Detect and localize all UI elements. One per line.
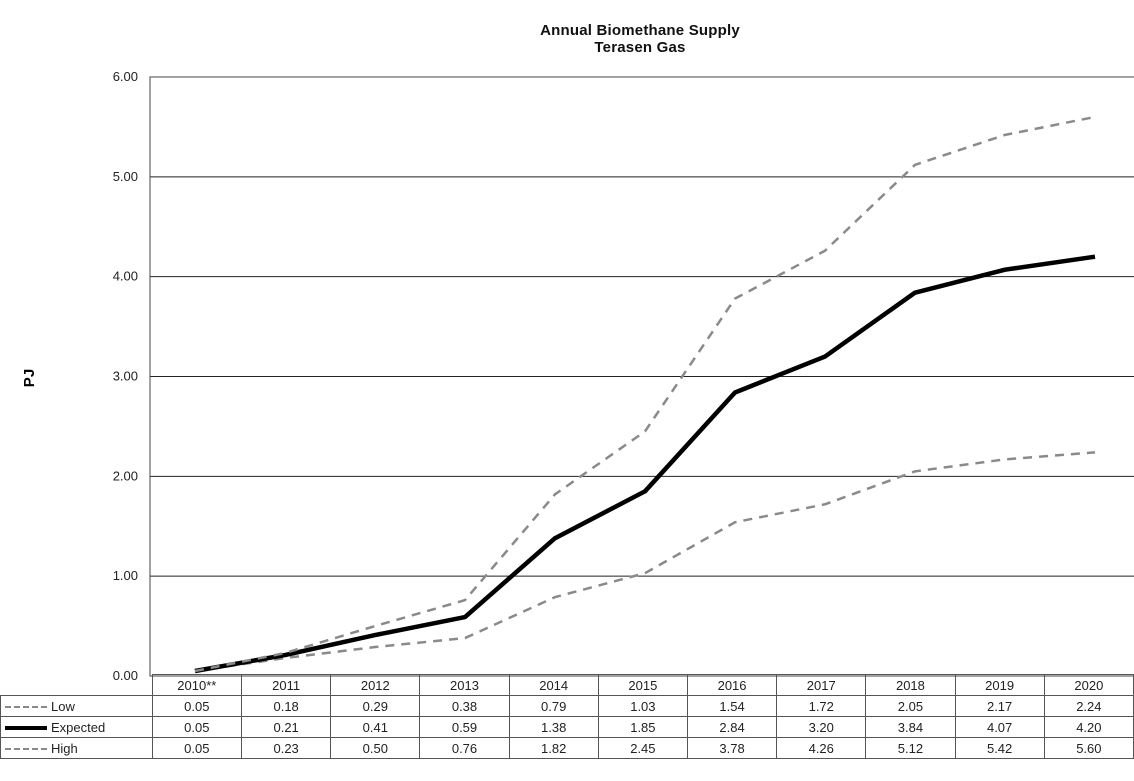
data-label: 1.38 — [508, 716, 599, 738]
x-tick-label: 2014 — [508, 674, 599, 696]
chart-title: Annual Biomethane Supply — [540, 22, 740, 39]
data-label: 2.24 — [1043, 695, 1134, 717]
data-table-row: Low 0.05 0.18 0.29 0.38 0.79 1.03 1.54 1.72 2.05 2… — [0, 695, 1134, 717]
legend-label: Expected — [51, 719, 106, 735]
y-tick-label: 5.00 — [113, 169, 138, 184]
x-tick-label: 2018 — [865, 674, 956, 696]
series-line-expected — [194, 254, 1096, 674]
data-label: 1.72 — [776, 695, 867, 717]
data-table-row: High 0.05 0.23 0.50 0.76 1.82 2.45 3.78 4.26 5.12… — [0, 737, 1134, 759]
y-axis-ticks: 0.00 1.00 2.00 3.00 4.00 5.00 6.00 — [113, 69, 138, 683]
data-table-row: Expected 0.05 0.21 0.41 0.59 1.38 1.85 2.84 3.20… — [0, 716, 1134, 738]
x-tick-label: 2011 — [241, 674, 332, 696]
legend-entry-expected: Expected — [0, 716, 153, 738]
legend-swatch — [5, 723, 47, 733]
data-label: 0.18 — [241, 695, 332, 717]
data-label: 0.38 — [419, 695, 510, 717]
data-label: 2.45 — [597, 737, 688, 759]
x-tick-label: 2020 — [1043, 674, 1134, 696]
x-tick-label: 2019 — [954, 674, 1045, 696]
data-table-corner — [1, 675, 153, 696]
data-label: 4.20 — [1043, 716, 1134, 738]
y-tick-label: 2.00 — [113, 468, 138, 483]
legend-swatch — [5, 702, 47, 712]
data-table: 2010** 2011 2012 2013 2014 2015 2016 2017 2018 20… — [0, 674, 1134, 759]
data-label: 4.26 — [776, 737, 867, 759]
x-tick-label: 2010** — [151, 674, 243, 696]
data-label: 1.03 — [597, 695, 688, 717]
series-line-low — [194, 451, 1096, 673]
data-table-header-row: 2010** 2011 2012 2013 2014 2015 2016 2017 2018 20… — [1, 674, 1134, 696]
y-tick-label: 0.00 — [113, 668, 138, 683]
gridlines — [150, 76, 1134, 677]
legend-label: Low — [51, 698, 75, 714]
y-axis-label: PJ — [21, 369, 38, 387]
data-label: 2.84 — [686, 716, 778, 738]
data-label: 5.60 — [1043, 737, 1134, 759]
legend-swatch — [5, 744, 47, 754]
series-lines — [194, 115, 1096, 674]
data-label: 0.29 — [330, 695, 421, 717]
data-label: 0.21 — [241, 716, 332, 738]
data-label: 3.20 — [776, 716, 867, 738]
data-label: 2.17 — [954, 695, 1045, 717]
data-label: 0.41 — [330, 716, 421, 738]
x-tick-label: 2017 — [776, 674, 867, 696]
data-label: 0.05 — [151, 695, 243, 717]
data-label: 3.78 — [686, 737, 778, 759]
data-label: 3.84 — [865, 716, 956, 738]
data-label: 0.76 — [419, 737, 510, 759]
data-label: 5.12 — [865, 737, 956, 759]
y-tick-label: 6.00 — [113, 69, 138, 84]
data-label: 0.50 — [330, 737, 421, 759]
x-tick-label: 2015 — [597, 674, 688, 696]
chart-subtitle: Terasen Gas — [594, 39, 686, 56]
data-label: 1.82 — [508, 737, 599, 759]
data-label: 0.59 — [419, 716, 510, 738]
data-label: 2.05 — [865, 695, 956, 717]
data-label: 5.42 — [954, 737, 1045, 759]
y-tick-label: 3.00 — [113, 369, 138, 384]
data-label: 0.05 — [151, 716, 243, 738]
data-label: 1.54 — [686, 695, 778, 717]
legend-label: High — [51, 740, 78, 756]
data-label: 4.07 — [954, 716, 1045, 738]
data-label: 1.85 — [597, 716, 688, 738]
y-tick-label: 4.00 — [113, 269, 138, 284]
legend-entry-low: Low — [0, 695, 153, 717]
legend-entry-high: High — [0, 737, 153, 759]
data-label: 0.79 — [508, 695, 599, 717]
x-tick-label: 2013 — [419, 674, 510, 696]
chart-title-block: Annual Biomethane Supply Terasen Gas — [0, 22, 1134, 56]
y-tick-label: 1.00 — [113, 568, 138, 583]
data-label: 0.05 — [151, 737, 243, 759]
data-label: 0.23 — [241, 737, 332, 759]
x-tick-label: 2012 — [330, 674, 421, 696]
series-line-high — [194, 115, 1096, 673]
x-tick-label: 2016 — [686, 674, 778, 696]
